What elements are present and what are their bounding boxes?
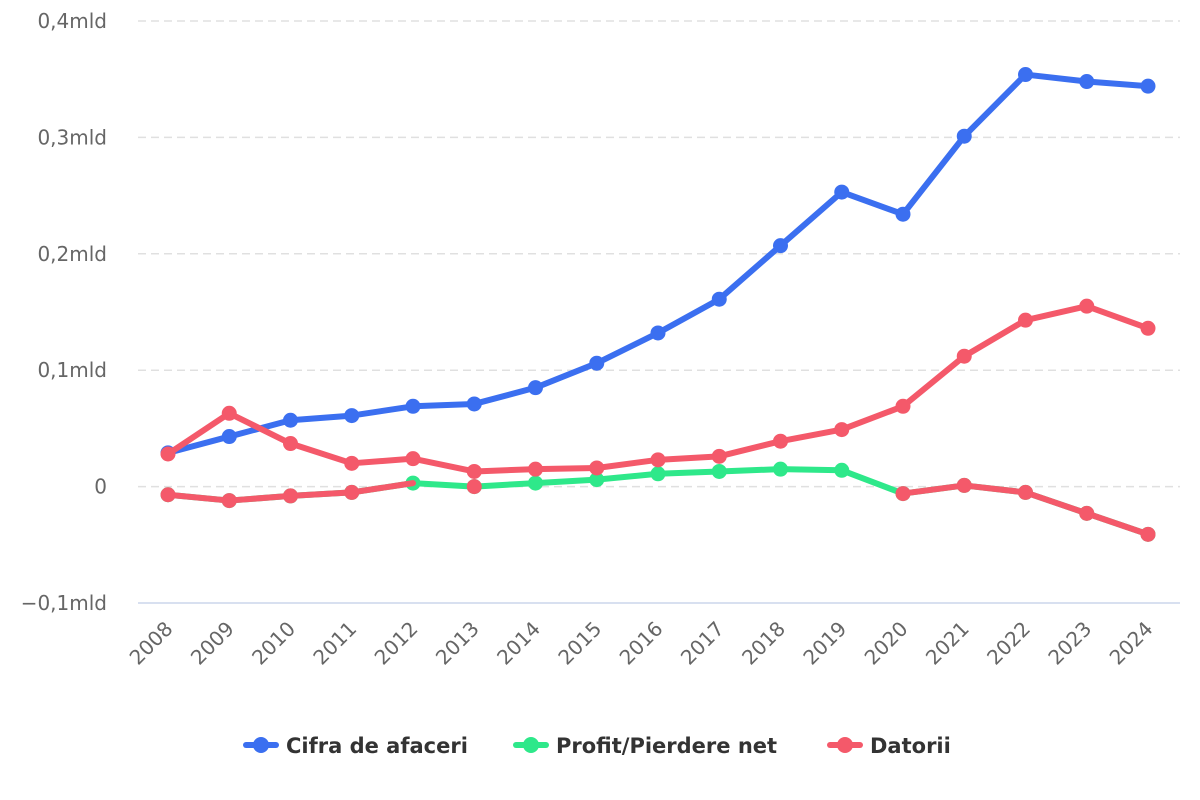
data-point[interactable]	[589, 355, 605, 371]
data-point[interactable]	[283, 488, 298, 504]
data-point[interactable]	[528, 380, 543, 396]
series-datorii	[160, 298, 1156, 479]
y-tick-label: 0,3mld	[37, 125, 107, 149]
data-point[interactable]	[650, 325, 666, 341]
y-tick-label: 0,2mld	[37, 242, 107, 266]
data-point[interactable]	[1140, 320, 1156, 336]
data-point[interactable]	[895, 398, 911, 414]
data-point[interactable]	[956, 128, 972, 144]
x-tick-label: 2010	[247, 617, 300, 670]
data-point[interactable]	[528, 475, 543, 491]
data-point[interactable]	[1079, 298, 1095, 314]
y-tick-label: 0	[94, 475, 107, 499]
data-point[interactable]	[1079, 505, 1095, 521]
x-tick-label: 2013	[431, 617, 484, 670]
data-point[interactable]	[283, 436, 298, 452]
x-axis-labels: 2008 2009 2010 2011 2012 2013 2014 2015 2016 2017…	[125, 617, 1158, 670]
x-tick-label: 2011	[308, 617, 361, 670]
data-point[interactable]	[221, 429, 237, 445]
data-point[interactable]	[773, 433, 788, 449]
data-point[interactable]	[650, 466, 666, 482]
data-point[interactable]	[773, 461, 788, 477]
data-point[interactable]	[834, 462, 850, 478]
data-point[interactable]	[283, 412, 298, 428]
series-layer	[160, 67, 1156, 542]
data-point[interactable]	[834, 422, 850, 438]
data-point[interactable]	[221, 493, 237, 509]
x-tick-label: 2022	[982, 617, 1035, 670]
x-tick-label: 2009	[186, 617, 239, 670]
data-point[interactable]	[160, 446, 176, 462]
data-point[interactable]	[466, 463, 482, 479]
x-tick-label: 2024	[1105, 617, 1158, 670]
data-point[interactable]	[344, 408, 360, 424]
data-point[interactable]	[895, 486, 911, 502]
data-point[interactable]	[1140, 526, 1156, 542]
data-point[interactable]	[405, 451, 421, 467]
data-point[interactable]	[1079, 74, 1095, 90]
data-point[interactable]	[221, 405, 237, 421]
legend-label: Datorii	[870, 734, 951, 758]
x-tick-label: 2014	[492, 617, 545, 670]
x-tick-label: 2017	[676, 617, 729, 670]
y-tick-label: 0,4mld	[37, 9, 107, 33]
series-profit-pierdere-net	[160, 461, 1156, 542]
data-point[interactable]	[344, 484, 360, 500]
data-point[interactable]	[1018, 312, 1033, 328]
x-tick-label: 2019	[798, 617, 851, 670]
legend-marker-icon	[837, 737, 853, 753]
legend[interactable]: Cifra de afaceri Profit/Pierdere net Dator…	[243, 734, 951, 758]
data-point[interactable]	[1140, 78, 1156, 94]
data-point[interactable]	[650, 452, 666, 468]
data-point[interactable]	[956, 477, 972, 493]
data-point[interactable]	[344, 455, 360, 471]
x-tick-label: 2018	[737, 617, 790, 670]
grid-layer	[138, 20, 1180, 604]
data-point[interactable]	[834, 184, 850, 200]
x-tick-label: 2021	[921, 617, 974, 670]
x-tick-label: 2015	[553, 617, 606, 670]
legend-item-cifra-de-afaceri[interactable]: Cifra de afaceri	[243, 734, 468, 758]
data-point[interactable]	[160, 487, 176, 503]
legend-label: Profit/Pierdere net	[556, 734, 777, 758]
data-point[interactable]	[589, 472, 605, 488]
y-axis-labels: −0,1mld 0 0,1mld 0,2mld 0,3mld 0,4mld	[21, 9, 107, 615]
data-point[interactable]	[405, 398, 421, 414]
x-tick-label: 2008	[125, 617, 178, 670]
data-point[interactable]	[711, 448, 727, 464]
y-tick-label: 0,1mld	[37, 358, 107, 382]
data-point[interactable]	[895, 206, 911, 222]
data-point[interactable]	[773, 238, 788, 254]
data-point[interactable]	[711, 463, 727, 479]
legend-label: Cifra de afaceri	[286, 734, 468, 758]
data-point[interactable]	[528, 461, 543, 477]
x-tick-label: 2012	[370, 617, 423, 670]
x-tick-label: 2023	[1043, 617, 1096, 670]
data-point[interactable]	[466, 479, 482, 495]
data-point[interactable]	[1018, 67, 1033, 83]
data-point[interactable]	[589, 460, 605, 476]
series-datorii-overlay	[160, 477, 1156, 542]
y-tick-label: −0,1mld	[21, 591, 107, 615]
data-point[interactable]	[711, 291, 727, 307]
data-point[interactable]	[956, 348, 972, 364]
legend-item-datorii[interactable]: Datorii	[827, 734, 951, 758]
legend-marker-icon	[253, 737, 269, 753]
x-tick-label: 2016	[615, 617, 668, 670]
x-tick-label: 2020	[860, 617, 913, 670]
data-point[interactable]	[466, 396, 482, 412]
series-line	[165, 71, 1151, 456]
legend-item-profit-pierdere-net[interactable]: Profit/Pierdere net	[513, 734, 777, 758]
data-point[interactable]	[1018, 484, 1033, 500]
series-cifra-de-afaceri	[160, 67, 1156, 461]
legend-marker-icon	[523, 737, 539, 753]
